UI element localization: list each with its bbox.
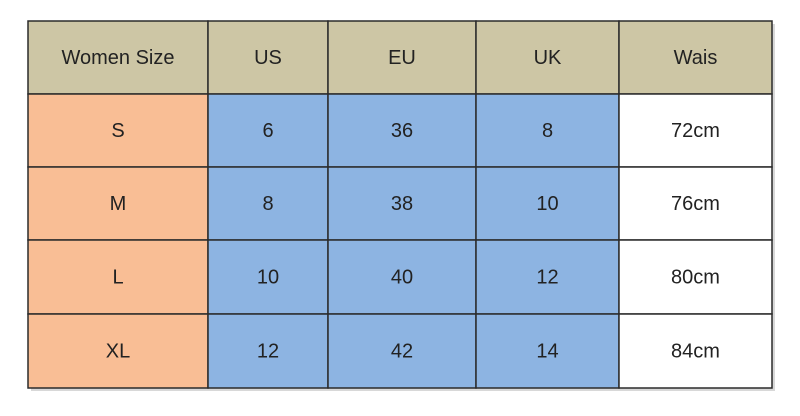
body-cell — [327, 93, 477, 168]
body-text: 36 — [391, 120, 413, 142]
body-cell — [207, 313, 329, 389]
header-text: Wais — [674, 47, 718, 69]
body-text: 38 — [391, 193, 413, 215]
body-cell — [27, 313, 209, 389]
body-cell — [27, 239, 209, 315]
header-text: UK — [534, 47, 562, 69]
header-text: Women Size — [61, 47, 174, 69]
body-cell — [475, 93, 620, 168]
body-cell — [327, 239, 477, 315]
body-text: XL — [106, 340, 130, 362]
body-cell — [327, 166, 477, 241]
body-cell — [327, 313, 477, 389]
body-text: 6 — [262, 120, 273, 142]
body-cell — [618, 313, 773, 389]
body-cell — [475, 239, 620, 315]
body-text: 76cm — [671, 193, 720, 215]
header-cell — [207, 20, 329, 95]
header-cell — [27, 20, 209, 95]
body-text: 12 — [536, 266, 558, 288]
body-text: 8 — [542, 120, 553, 142]
body-text: 80cm — [671, 266, 720, 288]
body-text: 10 — [536, 193, 558, 215]
body-text: S — [111, 120, 124, 142]
header-cell — [327, 20, 477, 95]
body-text: L — [112, 266, 123, 288]
body-text: 14 — [536, 340, 558, 362]
body-text: 42 — [391, 340, 413, 362]
header-text: EU — [388, 47, 416, 69]
body-cell — [207, 239, 329, 315]
body-text: M — [110, 193, 127, 215]
body-text: 8 — [262, 193, 273, 215]
body-cell — [618, 239, 773, 315]
body-text: 72cm — [671, 120, 720, 142]
body-cell — [618, 93, 773, 168]
body-cell — [475, 313, 620, 389]
header-text: US — [254, 47, 282, 69]
body-text: 10 — [257, 266, 279, 288]
body-text: 84cm — [671, 340, 720, 362]
body-cell — [207, 166, 329, 241]
body-text: 40 — [391, 266, 413, 288]
body-cell — [618, 166, 773, 241]
body-cell — [475, 166, 620, 241]
body-text: 12 — [257, 340, 279, 362]
